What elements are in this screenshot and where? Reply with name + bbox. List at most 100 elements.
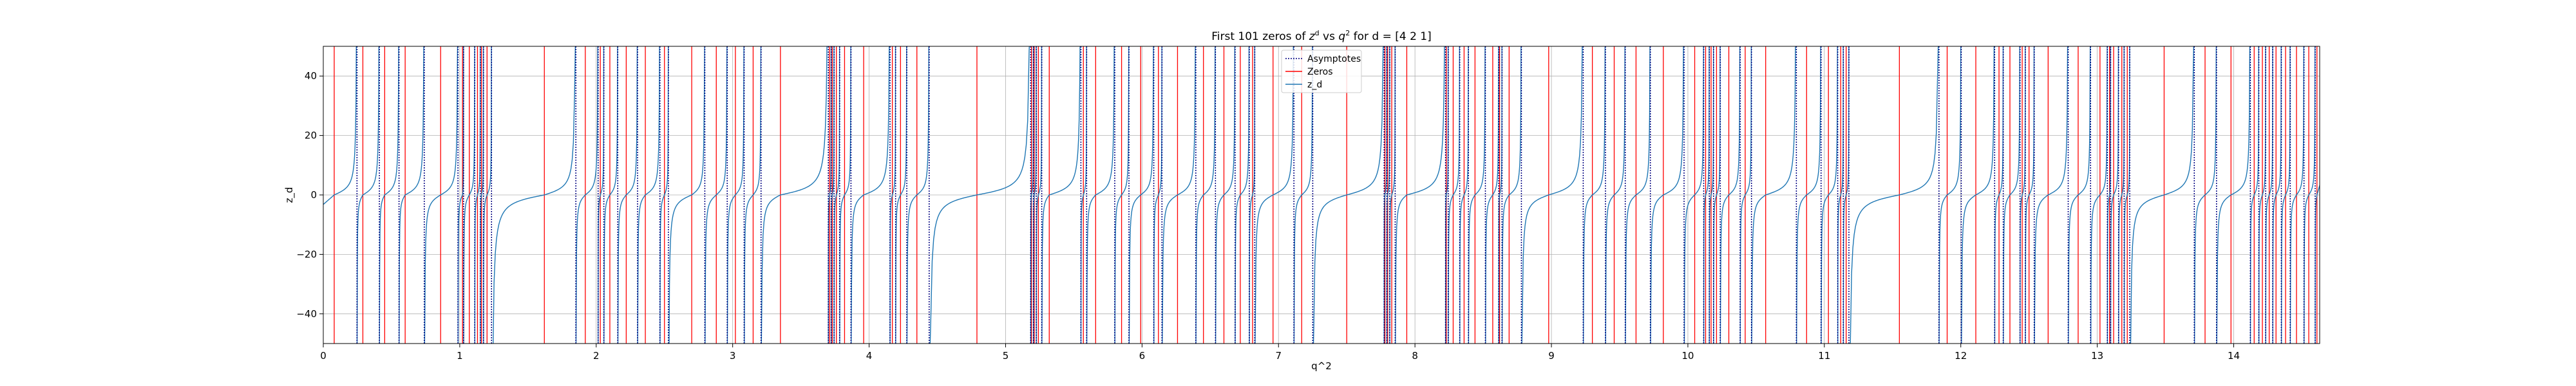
zd-curve-segment bbox=[659, 46, 669, 344]
zd-curve-segment bbox=[424, 46, 459, 344]
zd-curve-segment bbox=[1709, 46, 1714, 344]
zd-curve-segment bbox=[2090, 46, 2108, 344]
legend-asymptotes-label: Asymptotes bbox=[1307, 54, 1361, 64]
zd-curve-segment bbox=[1605, 46, 1625, 344]
asymptotes-series bbox=[356, 46, 2316, 344]
zd-curve-segment bbox=[1255, 46, 1294, 344]
zd-curve-segment bbox=[1459, 46, 1469, 344]
zd-curve-segment bbox=[1719, 46, 1741, 344]
zd-curve-segment bbox=[2118, 46, 2125, 344]
x-tick-label: 10 bbox=[1681, 350, 1694, 362]
zd-curve-segment bbox=[1795, 46, 1821, 344]
zd-curve-segment bbox=[2110, 46, 2119, 344]
zd-curve-segment bbox=[2193, 46, 2217, 344]
y-axis-label: z_d bbox=[283, 187, 296, 203]
zd-curve-segment bbox=[744, 46, 762, 344]
x-tick-label: 13 bbox=[2091, 350, 2103, 362]
zd-curve-segment bbox=[1837, 46, 1844, 344]
zd-curve-segment bbox=[1501, 46, 1522, 344]
zd-curve-segment bbox=[575, 46, 598, 344]
x-tick-label: 5 bbox=[1003, 350, 1009, 362]
zd-curve-segment bbox=[1036, 46, 1043, 344]
zd-curve-segment bbox=[1389, 46, 1396, 344]
zd-curve-segment bbox=[761, 46, 828, 344]
zd-curve-segment bbox=[2034, 46, 2069, 344]
legend: Asymptotes Zeros z_d bbox=[1281, 50, 1362, 93]
x-tick-label: 8 bbox=[1412, 350, 1418, 362]
zd-curve-segment bbox=[1153, 46, 1162, 344]
zd-curve-segment bbox=[480, 46, 484, 344]
zd-curve-segment bbox=[2265, 46, 2273, 344]
x-axis-label: q^2 bbox=[1311, 360, 1332, 372]
zd-curve-segment bbox=[1162, 46, 1196, 344]
zd-curve-segment bbox=[603, 46, 618, 344]
y-tick-label: −20 bbox=[296, 248, 317, 260]
zd-curve-segment bbox=[463, 46, 475, 344]
zd-curve-segment bbox=[1703, 46, 1710, 344]
zd-curve-segment bbox=[851, 46, 890, 344]
zd-curve-segment bbox=[2216, 46, 2251, 344]
zd-curve-segment bbox=[705, 46, 728, 344]
zd-curve-segment bbox=[1485, 46, 1499, 344]
zd-series bbox=[323, 46, 2320, 344]
zd-curve-segment bbox=[1448, 46, 1461, 344]
zd-curve-segment bbox=[2289, 46, 2305, 344]
zd-curve-segment bbox=[2123, 46, 2130, 344]
legend-zeros-label: Zeros bbox=[1307, 67, 1333, 77]
zd-curve-segment bbox=[1751, 46, 1796, 344]
x-tick-label: 12 bbox=[1955, 350, 1967, 362]
y-tick-label: 0 bbox=[310, 189, 317, 201]
zd-curve-segment bbox=[1850, 46, 1939, 344]
zd-curve-segment bbox=[598, 46, 605, 344]
x-tick-label: 3 bbox=[730, 350, 736, 362]
zd-curve-segment bbox=[2272, 46, 2282, 344]
zd-curve-segment bbox=[637, 46, 660, 344]
zd-curve-segment bbox=[1625, 46, 1651, 344]
x-tick-label: 4 bbox=[866, 350, 873, 362]
x-tick-label: 6 bbox=[1139, 350, 1146, 362]
zd-curve-segment bbox=[2249, 46, 2259, 344]
zd-curve-segment bbox=[1821, 46, 1838, 344]
zd-curve-segment bbox=[2280, 46, 2291, 344]
legend-zd-label: z_d bbox=[1307, 80, 1322, 90]
y-axis-ticks: −40 −20 0 20 40 bbox=[296, 70, 323, 320]
zd-curve-segment bbox=[1842, 46, 1850, 344]
zd-curve-segment bbox=[379, 46, 399, 344]
zd-curve-segment bbox=[1086, 46, 1115, 344]
zd-curve-segment bbox=[1249, 46, 1256, 344]
zd-curve-segment bbox=[1994, 46, 2004, 344]
zd-curve-segment bbox=[1713, 46, 1721, 344]
zd-curve-segment bbox=[323, 46, 357, 205]
zd-curve-segment bbox=[1293, 46, 1313, 344]
zd-curve-segment bbox=[2020, 46, 2026, 344]
zd-curve-segment bbox=[1195, 46, 1216, 344]
zd-curve-segment bbox=[1080, 46, 1087, 344]
zd-curve-segment bbox=[889, 46, 896, 344]
zd-curve-segment bbox=[474, 46, 481, 344]
zd-curve-segment bbox=[483, 46, 492, 344]
zd-curve-segment bbox=[1215, 46, 1236, 344]
zd-curve-segment bbox=[2107, 46, 2112, 344]
x-tick-label: 0 bbox=[320, 350, 327, 362]
zd-curve-segment bbox=[726, 46, 744, 344]
zd-curve-segment bbox=[895, 46, 907, 344]
zd-curve-segment bbox=[1521, 46, 1583, 344]
legend-box bbox=[1281, 50, 1362, 93]
zd-curve-segment bbox=[2003, 46, 2020, 344]
zd-curve-segment bbox=[493, 46, 576, 344]
x-tick-label: 1 bbox=[457, 350, 463, 362]
y-tick-label: 40 bbox=[305, 70, 317, 82]
zd-curve-segment bbox=[356, 46, 380, 344]
zd-curve-segment bbox=[668, 46, 705, 344]
zd-curve-segment bbox=[2315, 185, 2320, 344]
zd-curve-segment bbox=[1312, 46, 1384, 344]
zd-curve-segment bbox=[1938, 46, 1962, 344]
zd-curve-segment bbox=[1395, 46, 1445, 344]
zd-curve-segment bbox=[929, 46, 1030, 344]
zd-curve-segment bbox=[1468, 46, 1486, 344]
zd-curve-segment bbox=[1683, 46, 1704, 344]
zd-curve-segment bbox=[2130, 46, 2195, 344]
x-tick-label: 11 bbox=[1818, 350, 1830, 362]
zd-curve-segment bbox=[1739, 46, 1752, 344]
